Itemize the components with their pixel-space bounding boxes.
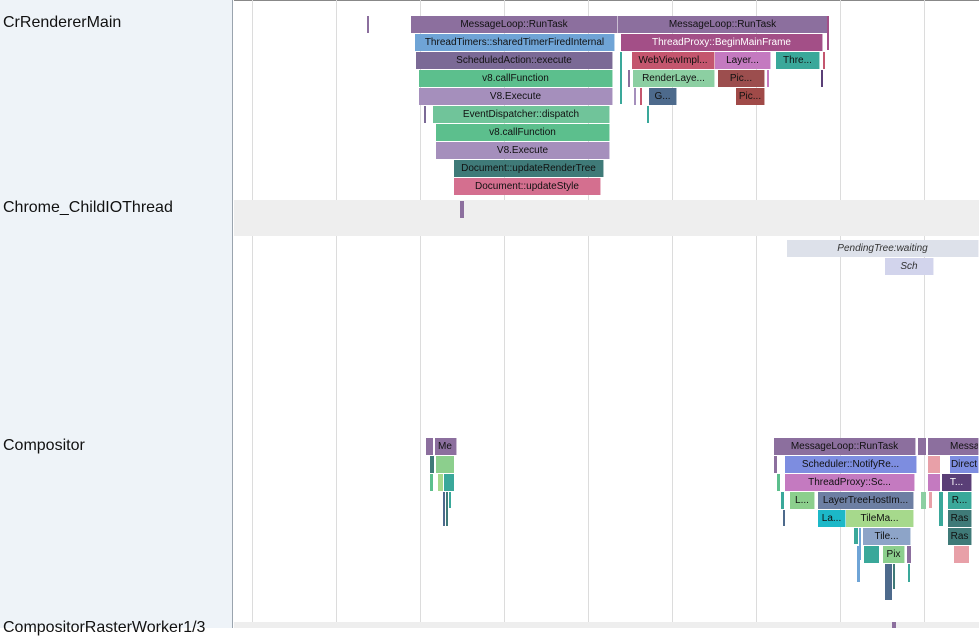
trace-tick[interactable] bbox=[426, 438, 433, 455]
timeline-top-border bbox=[234, 0, 979, 1]
trace-slice[interactable]: R... bbox=[948, 492, 972, 509]
trace-tick[interactable] bbox=[777, 474, 780, 491]
gridline bbox=[252, 0, 253, 628]
trace-tick[interactable] bbox=[424, 106, 426, 123]
trace-slice[interactable]: LayerTreeHostIm... bbox=[818, 492, 914, 509]
trace-slice[interactable]: V8.Execute bbox=[419, 88, 613, 105]
trace-slice[interactable]: Pic... bbox=[736, 88, 765, 105]
track-label-childiothread[interactable]: Chrome_ChildIOThread bbox=[3, 199, 173, 216]
trace-tick[interactable] bbox=[864, 546, 879, 563]
trace-slice[interactable]: Pic... bbox=[718, 70, 765, 87]
trace-tick[interactable] bbox=[443, 492, 445, 526]
trace-tick[interactable] bbox=[854, 528, 858, 544]
gridline bbox=[504, 0, 505, 628]
trace-tick[interactable] bbox=[781, 492, 784, 509]
childiothread-track-band bbox=[234, 200, 979, 236]
trace-slice[interactable]: Thre... bbox=[776, 52, 820, 69]
trace-tick[interactable] bbox=[857, 546, 860, 582]
trace-slice[interactable]: RenderLaye... bbox=[633, 70, 715, 87]
trace-slice[interactable]: Scheduler::NotifyRe... bbox=[785, 456, 917, 473]
trace-tick[interactable] bbox=[438, 474, 443, 491]
trace-tick[interactable] bbox=[628, 70, 630, 87]
trace-slice[interactable]: v8.callFunction bbox=[419, 70, 613, 87]
trace-slice[interactable]: MessageLoop::RunTask bbox=[411, 16, 618, 33]
track-label-compositor[interactable]: Compositor bbox=[3, 437, 85, 454]
trace-tick[interactable] bbox=[928, 456, 940, 473]
trace-slice[interactable]: Messa bbox=[928, 438, 979, 455]
rasterworker-track-band bbox=[234, 622, 979, 628]
gridline bbox=[588, 0, 589, 628]
trace-tick[interactable] bbox=[783, 510, 785, 526]
trace-tick[interactable] bbox=[929, 492, 932, 508]
trace-tick[interactable] bbox=[893, 564, 895, 589]
trace-slice[interactable]: Direct bbox=[950, 456, 979, 473]
trace-slice[interactable]: V8.Execute bbox=[436, 142, 610, 159]
trace-tick[interactable] bbox=[430, 474, 433, 491]
trace-slice[interactable]: ThreadTimers::sharedTimerFiredInternal bbox=[415, 34, 615, 51]
gridline bbox=[672, 0, 673, 628]
trace-tick[interactable] bbox=[436, 456, 454, 473]
gridline bbox=[756, 0, 757, 628]
trace-slice[interactable]: Sch bbox=[885, 258, 934, 275]
trace-slice[interactable]: TileMa... bbox=[846, 510, 914, 527]
trace-tick[interactable] bbox=[634, 88, 636, 105]
trace-tick[interactable] bbox=[823, 52, 825, 69]
trace-tick[interactable] bbox=[908, 564, 910, 582]
trace-tick[interactable] bbox=[774, 456, 777, 473]
trace-tick[interactable] bbox=[921, 492, 926, 509]
trace-slice[interactable]: G... bbox=[649, 88, 677, 105]
trace-tick[interactable] bbox=[647, 106, 649, 123]
trace-tick[interactable] bbox=[767, 70, 769, 87]
trace-tick[interactable] bbox=[449, 492, 451, 508]
trace-slice[interactable]: La... bbox=[818, 510, 846, 527]
trace-tick[interactable] bbox=[859, 528, 861, 560]
trace-slice[interactable]: PendingTree:waiting bbox=[787, 240, 979, 257]
trace-slice[interactable]: Document::updateStyle bbox=[454, 178, 601, 195]
trace-tick[interactable] bbox=[918, 438, 926, 455]
trace-slice[interactable]: v8.callFunction bbox=[436, 124, 610, 141]
trace-tick[interactable] bbox=[430, 456, 434, 473]
gridline bbox=[924, 0, 925, 628]
trace-slice[interactable]: ScheduledAction::execute bbox=[416, 52, 613, 69]
trace-slice[interactable]: Tile... bbox=[863, 528, 911, 545]
track-label-rasterworker[interactable]: CompositorRasterWorker1/3 bbox=[3, 619, 206, 636]
trace-tick[interactable] bbox=[939, 492, 943, 526]
gridline bbox=[840, 0, 841, 628]
track-label-crrenderermain[interactable]: CrRendererMain bbox=[3, 14, 122, 31]
trace-tick[interactable] bbox=[460, 201, 464, 218]
trace-slice[interactable]: Document::updateRenderTree bbox=[454, 160, 604, 177]
trace-tick[interactable] bbox=[821, 70, 823, 87]
trace-slice[interactable]: MessageLoop::RunTask bbox=[618, 16, 828, 33]
trace-slice[interactable]: L... bbox=[790, 492, 815, 509]
trace-tick[interactable] bbox=[892, 622, 896, 628]
trace-slice[interactable]: Ras bbox=[948, 510, 972, 527]
trace-slice[interactable]: Me bbox=[435, 438, 457, 455]
trace-slice[interactable]: T... bbox=[942, 474, 972, 491]
trace-slice[interactable]: ThreadProxy::BeginMainFrame bbox=[621, 34, 823, 51]
trace-slice[interactable]: EventDispatcher::dispatch bbox=[433, 106, 610, 123]
trace-tick[interactable] bbox=[885, 564, 892, 600]
gridline bbox=[420, 0, 421, 628]
trace-tick[interactable] bbox=[907, 546, 911, 563]
trace-tick[interactable] bbox=[446, 492, 448, 526]
trace-tick[interactable] bbox=[954, 546, 969, 563]
track-labels-panel: CrRendererMain Chrome_ChildIOThread Comp… bbox=[0, 0, 233, 636]
trace-slice[interactable]: ThreadProxy::Sc... bbox=[785, 474, 915, 491]
gridline bbox=[336, 0, 337, 628]
trace-tick[interactable] bbox=[928, 474, 940, 491]
trace-slice[interactable]: Pix bbox=[883, 546, 905, 563]
trace-tick[interactable] bbox=[444, 474, 454, 491]
trace-slice[interactable]: Ras bbox=[948, 528, 972, 545]
trace-slice[interactable]: Layer... bbox=[715, 52, 771, 69]
trace-tick[interactable] bbox=[367, 16, 369, 33]
trace-slice[interactable]: MessageLoop::RunTask bbox=[774, 438, 916, 455]
trace-tick[interactable] bbox=[620, 52, 622, 104]
trace-tick[interactable] bbox=[640, 88, 642, 105]
trace-slice[interactable]: WebViewImpl... bbox=[632, 52, 715, 69]
timeline-area[interactable]: MessageLoop::RunTask MessageLoop::RunTas… bbox=[234, 0, 979, 628]
trace-tick[interactable] bbox=[827, 16, 829, 50]
